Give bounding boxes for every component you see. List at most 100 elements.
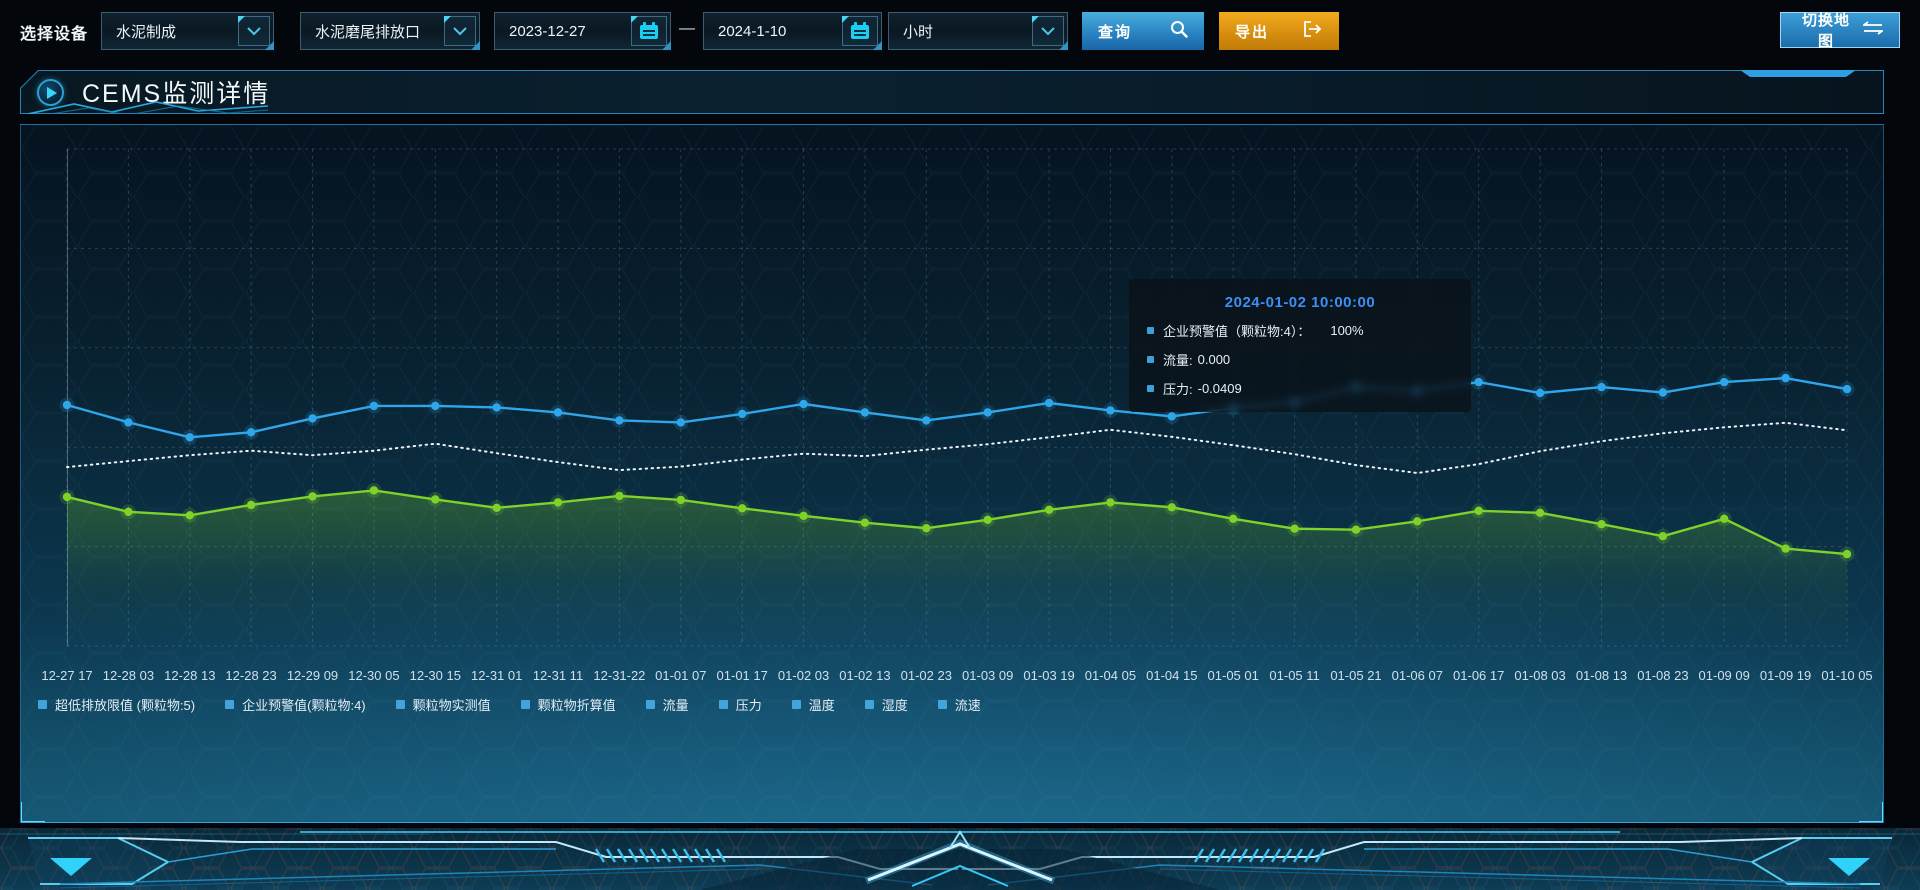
data-point[interactable] [492,403,501,412]
export-button[interactable]: 导出 [1219,12,1339,50]
data-point[interactable] [738,409,747,419]
data-point[interactable] [62,492,72,502]
legend-item[interactable]: 压力 [718,695,762,714]
data-point[interactable] [1229,514,1238,523]
device-select-label: 选择设备 [20,26,89,43]
x-axis-label: 12-31-22 [593,668,645,683]
legend-label: 超低排放限值 (颗粒物:5) [55,698,196,713]
data-point[interactable] [369,401,379,411]
calendar-icon[interactable] [842,16,878,46]
x-axis-label: 12-31 11 [533,668,583,683]
data-point[interactable] [676,495,685,505]
series-marker-icon [1147,385,1154,392]
panel-corner-accent [21,802,45,822]
data-point[interactable] [308,414,317,423]
data-point[interactable] [738,504,747,513]
chevron-down-icon[interactable] [238,16,270,46]
chevron-down-icon[interactable] [444,16,476,46]
data-point[interactable] [246,428,256,437]
legend-item[interactable]: 温度 [791,695,835,714]
data-point[interactable] [1842,384,1852,394]
data-point[interactable] [62,400,72,410]
data-point[interactable] [922,416,931,425]
data-point[interactable] [369,486,379,495]
data-point[interactable] [1535,508,1545,517]
data-point[interactable] [1106,498,1115,507]
chevron-down-icon[interactable] [1032,16,1064,46]
data-point[interactable] [124,418,133,427]
start-date-input[interactable]: 2023-12-27 [494,12,671,50]
legend-marker-icon [225,700,235,709]
data-point[interactable] [615,416,624,425]
data-point[interactable] [1842,549,1852,559]
outlet-select[interactable]: 水泥磨尾排放口 [300,12,480,50]
data-point[interactable] [1658,388,1668,397]
x-axis-label: 12-30 05 [348,668,399,683]
data-point[interactable] [492,503,501,512]
tooltip-row-label: 压力: [1163,382,1193,397]
start-date-value: 2023-12-27 [509,22,586,40]
data-point[interactable] [431,495,440,504]
data-point[interactable] [860,408,870,417]
data-point[interactable] [1781,373,1790,383]
switch-map-button[interactable]: 切换地图 [1780,12,1900,50]
data-point[interactable] [1474,506,1483,515]
date-range-separator: — [679,20,695,37]
x-axis-label: 01-04 15 [1146,668,1197,683]
data-point[interactable] [1535,388,1545,398]
data-point[interactable] [553,498,563,507]
data-point[interactable] [983,408,992,417]
data-point[interactable] [1351,525,1361,534]
data-point[interactable] [185,511,194,520]
data-point[interactable] [1658,532,1668,541]
data-point[interactable] [799,399,808,409]
data-point[interactable] [124,507,133,516]
data-point[interactable] [1290,524,1299,533]
x-axis-label: 01-10 05 [1821,668,1872,683]
data-point[interactable] [1167,503,1177,512]
data-point[interactable] [615,491,624,501]
data-point[interactable] [553,408,563,417]
data-point[interactable] [1106,406,1115,415]
legend-item[interactable]: 颗粒物实测值 [395,695,491,714]
legend-item[interactable]: 超低排放限值 (颗粒物:5) [38,695,195,714]
data-point[interactable] [1167,412,1177,421]
legend-item[interactable]: 流速 [937,695,981,714]
legend-item[interactable]: 颗粒物折算值 [520,695,616,714]
data-point[interactable] [1413,517,1422,526]
legend-item[interactable]: 湿度 [864,695,908,714]
end-date-input[interactable]: 2024-1-10 [703,12,882,50]
data-point[interactable] [860,518,870,527]
data-point[interactable] [1597,520,1606,529]
x-axis-label: 01-06 17 [1453,668,1504,683]
device-select[interactable]: 水泥制成 [101,12,274,50]
data-point[interactable] [922,524,931,533]
swap-arrows-icon [1861,21,1885,39]
data-point[interactable] [1781,544,1790,553]
tooltip-row-label: 企业预警值（颗粒物:4）： [1163,324,1311,339]
data-point[interactable] [1044,505,1054,514]
data-point[interactable] [1597,382,1606,392]
interval-select[interactable]: 小时 [888,12,1068,50]
data-point[interactable] [1474,377,1483,387]
legend-item[interactable]: 企业预警值(颗粒物:4) [225,695,366,714]
data-point[interactable] [799,511,808,520]
data-point[interactable] [308,492,317,501]
calendar-icon[interactable] [631,16,667,46]
data-point[interactable] [431,401,440,411]
data-point[interactable] [1720,377,1729,387]
end-date-value: 2024-1-10 [718,22,787,40]
data-point[interactable] [185,433,194,442]
line-chart[interactable]: 12-27 17 12-28 03 12-28 13 12-28 23 12-29 09… [41,148,1873,706]
data-point[interactable] [1720,514,1729,523]
top-toolbar: 选择设备 水泥制成 水泥磨尾排放口 2023-12-27 [0,0,1920,60]
x-axis-label: 12-28 23 [225,668,276,683]
legend-item[interactable]: 流量 [645,695,689,714]
data-point[interactable] [1044,398,1054,408]
data-point[interactable] [246,500,256,510]
data-point[interactable] [983,515,992,524]
query-button[interactable]: 查询 [1082,12,1204,50]
chart-panel: 12-27 17 12-28 03 12-28 13 12-28 23 12-29 09… [20,124,1884,823]
data-point[interactable] [676,418,685,427]
legend-label: 颗粒物实测值 [412,698,491,713]
